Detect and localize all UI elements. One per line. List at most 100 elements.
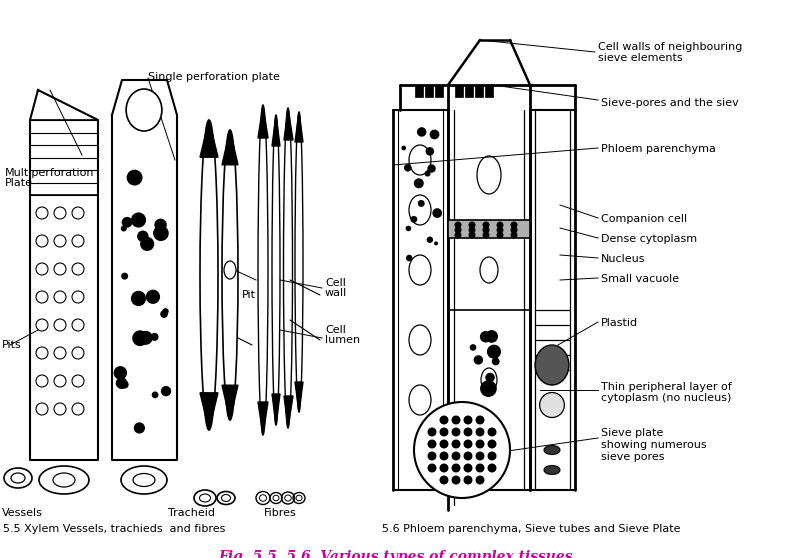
Circle shape [414,402,510,498]
Circle shape [485,373,495,382]
Circle shape [425,147,434,156]
Text: Fig. 5.5, 5.6  Various types of complex tissues: Fig. 5.5, 5.6 Various types of complex t… [219,550,573,558]
Circle shape [434,242,438,246]
Bar [475,85,483,97]
Bar [425,85,433,97]
Circle shape [428,464,436,473]
Circle shape [482,232,489,238]
Circle shape [463,475,473,484]
Text: Thin peripheral layer of: Thin peripheral layer of [601,382,732,392]
Circle shape [451,451,460,460]
Circle shape [425,171,431,176]
Circle shape [410,216,417,223]
Text: Sieve plate: Sieve plate [601,428,664,438]
Circle shape [440,440,448,449]
Circle shape [132,330,148,346]
Bar [415,85,423,97]
Circle shape [404,164,412,171]
Text: Multiperforation: Multiperforation [5,168,94,178]
Circle shape [482,227,489,233]
Circle shape [488,427,497,436]
Circle shape [488,440,497,449]
Circle shape [440,416,448,425]
Polygon shape [200,393,218,430]
Circle shape [470,344,476,351]
Text: Small vacuole: Small vacuole [601,274,679,284]
Circle shape [134,422,145,434]
Circle shape [455,227,462,233]
Circle shape [418,200,425,207]
Circle shape [487,345,501,359]
Ellipse shape [544,445,560,455]
Circle shape [406,225,411,231]
Circle shape [140,237,154,251]
Circle shape [463,451,473,460]
Polygon shape [258,105,268,138]
Circle shape [428,164,436,173]
Circle shape [120,225,127,232]
Circle shape [161,386,171,396]
Polygon shape [200,120,218,157]
Circle shape [451,464,460,473]
Circle shape [120,381,128,389]
Text: Companion cell: Companion cell [601,214,687,224]
Circle shape [153,225,169,241]
Bar [448,220,530,238]
Circle shape [152,392,158,398]
Circle shape [428,451,436,460]
Text: Cell walls of neighbouring: Cell walls of neighbouring [598,42,742,52]
Circle shape [451,440,460,449]
Text: Cell: Cell [325,325,346,335]
Circle shape [497,227,504,233]
Circle shape [474,355,483,364]
Text: sieve pores: sieve pores [601,452,664,462]
Circle shape [463,427,473,436]
Text: Vessels: Vessels [2,508,43,518]
Circle shape [463,416,473,425]
Text: sieve elements: sieve elements [598,53,683,63]
Text: Phloem parenchyma: Phloem parenchyma [601,144,716,154]
Polygon shape [284,396,293,428]
Circle shape [475,416,485,425]
Text: Tracheid: Tracheid [169,508,215,518]
Circle shape [146,290,160,304]
Circle shape [451,427,460,436]
Circle shape [475,464,485,473]
Polygon shape [272,394,280,425]
Circle shape [492,358,500,365]
Circle shape [511,227,517,233]
Circle shape [139,331,153,345]
Text: Plastid: Plastid [601,318,638,328]
Circle shape [122,217,132,228]
Circle shape [475,427,485,436]
Circle shape [402,146,406,150]
Circle shape [440,464,448,473]
Circle shape [160,310,168,318]
Circle shape [469,227,475,233]
Circle shape [131,291,147,306]
Circle shape [429,129,440,140]
Text: Pits: Pits [2,340,21,350]
Circle shape [463,440,473,449]
Ellipse shape [535,345,569,385]
Text: Nucleus: Nucleus [601,254,645,264]
Circle shape [451,416,460,425]
Circle shape [469,222,475,228]
Text: Single perforation plate: Single perforation plate [148,72,280,82]
Text: Plate: Plate [5,178,33,188]
Ellipse shape [539,392,565,417]
Circle shape [511,222,517,228]
Text: Cell: Cell [325,278,346,288]
Polygon shape [295,112,303,142]
Circle shape [511,232,517,238]
Circle shape [455,232,462,238]
Circle shape [427,237,433,243]
Text: Pit: Pit [242,290,256,300]
Circle shape [463,464,473,473]
Circle shape [406,255,413,261]
Bar [485,85,493,97]
Ellipse shape [224,261,236,279]
Polygon shape [272,115,280,146]
Ellipse shape [544,465,560,474]
Circle shape [497,222,504,228]
